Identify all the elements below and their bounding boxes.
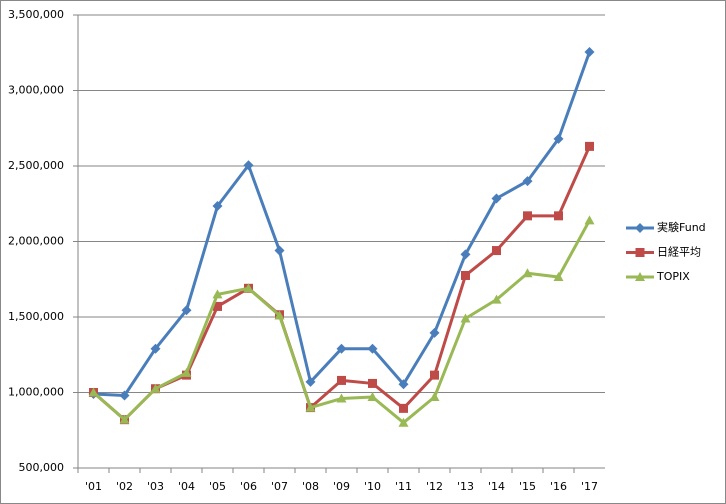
marker (181, 305, 192, 316)
x-tick-label: '11 (395, 480, 412, 493)
marker (522, 268, 533, 278)
marker (212, 289, 223, 299)
marker (398, 417, 409, 427)
marker (584, 46, 595, 57)
x-tick-label: '08 (302, 480, 319, 493)
marker (367, 343, 378, 354)
x-tick-label: '05 (209, 480, 226, 493)
x-tick-label: '03 (147, 480, 164, 493)
marker (274, 245, 285, 256)
marker (522, 176, 533, 187)
marker (461, 270, 470, 280)
marker (213, 301, 222, 311)
x-tick-label: '15 (519, 480, 536, 493)
marker (460, 313, 471, 323)
x-tick-label: '13 (457, 480, 474, 493)
marker (150, 383, 161, 393)
marker (553, 133, 564, 144)
y-tick-label: 2,500,000 (8, 159, 64, 172)
legend-label: 日経平均 (657, 246, 701, 259)
y-tick-label: 3,500,000 (8, 8, 64, 21)
marker (243, 283, 254, 293)
marker (119, 414, 130, 424)
marker (243, 160, 254, 171)
marker (337, 375, 346, 385)
marker (150, 343, 161, 354)
legend-marker (635, 272, 645, 281)
marker (212, 201, 223, 212)
marker (491, 193, 502, 204)
marker (305, 376, 316, 387)
marker (398, 379, 409, 390)
x-tick-label: '12 (426, 480, 443, 493)
marker (336, 393, 347, 403)
y-tick-label: 500,000 (19, 461, 65, 474)
marker (274, 310, 285, 320)
x-tick-label: '10 (364, 480, 381, 493)
x-tick-label: '01 (85, 480, 102, 493)
y-tick-label: 3,000,000 (8, 84, 64, 97)
marker (336, 343, 347, 354)
marker (367, 392, 378, 402)
legend-marker (635, 248, 645, 257)
marker (399, 403, 408, 413)
marker (553, 271, 564, 281)
marker (492, 246, 501, 256)
marker (554, 211, 563, 221)
legend-marker (635, 223, 645, 233)
marker (429, 327, 440, 338)
marker (430, 370, 439, 380)
x-tick-label: '14 (488, 480, 505, 493)
y-tick-label: 2,000,000 (8, 235, 64, 248)
marker (585, 141, 594, 151)
marker (491, 294, 502, 304)
x-tick-label: '07 (271, 480, 288, 493)
marker (181, 367, 192, 377)
marker (460, 249, 471, 260)
x-tick-label: '04 (178, 480, 195, 493)
x-tick-label: '09 (333, 480, 350, 493)
marker (523, 211, 532, 221)
marker (584, 215, 595, 225)
legend-label: TOPIX (656, 270, 690, 283)
x-tick-label: '02 (116, 480, 133, 493)
x-tick-label: '16 (550, 480, 567, 493)
x-tick-label: '06 (240, 480, 257, 493)
marker (88, 387, 99, 397)
y-tick-label: 1,000,000 (8, 386, 64, 399)
legend-label: 実験Fund (657, 220, 706, 234)
marker (429, 392, 440, 402)
marker (305, 402, 316, 412)
x-tick-label: '17 (581, 480, 598, 493)
y-tick-label: 1,500,000 (8, 310, 64, 323)
marker (119, 390, 130, 401)
marker (368, 378, 377, 388)
